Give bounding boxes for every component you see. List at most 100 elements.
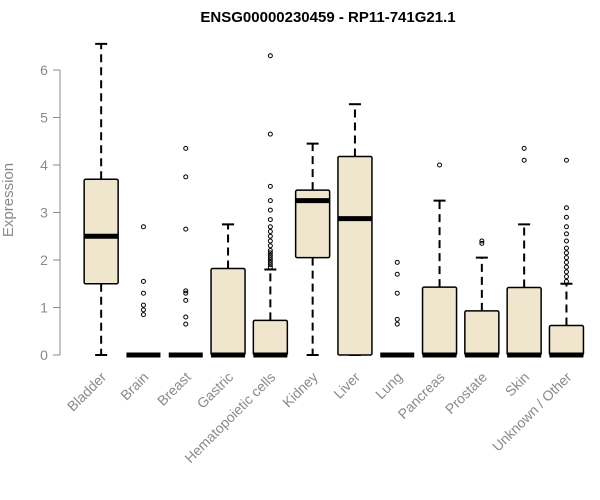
outlier-point <box>140 307 146 313</box>
outlier-point <box>183 174 189 180</box>
box-gastric <box>210 223 246 358</box>
box-liver <box>337 103 373 356</box>
y-tick-label: 3 <box>40 205 48 221</box>
y-tick-label: 1 <box>40 300 48 316</box>
box-rect <box>83 178 119 285</box>
outlier-point <box>267 198 273 204</box>
chart-title: ENSG00000230459 - RP11-741G21.1 <box>200 9 455 26</box>
outlier-point <box>563 231 569 237</box>
x-category-label: Bladder <box>64 369 110 415</box>
outlier-point <box>437 162 443 168</box>
box-rect <box>337 155 373 356</box>
outlier-point <box>183 226 189 232</box>
outlier-point <box>267 255 273 261</box>
box-unknown-other <box>548 157 585 358</box>
outlier-point <box>183 297 189 303</box>
box-rect <box>252 319 289 356</box>
outlier-point <box>394 259 400 265</box>
outlier-point <box>394 290 400 296</box>
outlier-point <box>563 205 569 211</box>
y-tick-label: 2 <box>40 252 48 268</box>
outlier-point <box>267 252 273 258</box>
outlier-point <box>267 183 273 189</box>
outlier-point <box>563 250 569 256</box>
box-kidney <box>294 142 331 356</box>
outlier-point <box>183 145 189 151</box>
x-category-label: Liver <box>330 369 363 402</box>
outlier-point <box>140 312 146 318</box>
box-rect <box>464 310 500 356</box>
y-axis: 0 1 2 3 4 5 6 <box>40 62 61 363</box>
outlier-point <box>563 264 569 270</box>
outlier-point <box>394 321 400 327</box>
outlier-point <box>140 290 146 296</box>
outlier-point <box>267 131 273 137</box>
box-skin <box>506 145 542 358</box>
outlier-point <box>394 271 400 277</box>
box-bladder <box>83 42 119 356</box>
y-tick-label: 0 <box>40 347 48 363</box>
box-hematopoietic-cells <box>252 53 289 358</box>
outlier-point <box>394 316 400 322</box>
x-category-label: Pancreas <box>395 369 448 422</box>
outlier-point <box>563 269 569 275</box>
outlier-point <box>563 238 569 244</box>
outlier-point <box>267 259 273 265</box>
outlier-point <box>479 238 485 244</box>
outlier-point <box>140 224 146 230</box>
x-category-label: Brain <box>117 369 151 403</box>
outlier-point <box>267 250 273 256</box>
outlier-point <box>521 157 527 163</box>
outlier-point <box>479 240 485 246</box>
y-tick-label: 6 <box>40 62 48 78</box>
outlier-point <box>267 217 273 223</box>
outlier-point <box>267 248 273 253</box>
boxes-group <box>83 42 585 358</box>
box-rect <box>506 286 542 356</box>
box-rect <box>421 286 458 356</box>
outlier-point <box>563 157 569 163</box>
box-rect <box>294 189 331 259</box>
box-rect <box>210 267 246 356</box>
outlier-point <box>563 278 569 284</box>
outlier-point <box>267 229 273 234</box>
y-tick-label: 4 <box>40 157 48 173</box>
outlier-point <box>563 214 569 220</box>
outlier-point <box>563 245 569 251</box>
outlier-point <box>183 314 189 320</box>
outlier-point <box>267 264 273 270</box>
outlier-point <box>267 53 273 59</box>
outlier-point <box>563 259 569 265</box>
outlier-point <box>267 224 273 230</box>
box-pancreas <box>421 162 458 358</box>
outlier-point <box>183 288 189 294</box>
outlier-point <box>267 243 273 249</box>
x-category-label: Prostate <box>442 369 490 417</box>
x-category-label: Lung <box>372 369 405 402</box>
outlier-point <box>521 145 527 151</box>
outlier-point <box>563 255 569 261</box>
outlier-point <box>140 302 146 308</box>
outlier-point <box>267 257 273 263</box>
x-category-label: Breast <box>154 369 194 409</box>
outlier-point <box>267 262 273 268</box>
box-brain <box>126 224 161 358</box>
outlier-point <box>140 278 146 284</box>
outlier-point <box>183 290 189 296</box>
x-category-label: Kidney <box>279 369 321 411</box>
outlier-point <box>183 321 189 327</box>
outlier-point <box>267 238 273 244</box>
box-breast <box>168 145 203 358</box>
box-rect <box>548 324 585 356</box>
y-tick-label: 5 <box>40 110 48 126</box>
outlier-point <box>563 224 569 230</box>
outlier-point <box>267 233 273 239</box>
outlier-point <box>563 274 569 280</box>
box-prostate <box>464 238 500 358</box>
x-category-label: Unknown / Other <box>489 369 575 455</box>
box-lung <box>380 259 415 358</box>
x-category-label: Skin <box>502 369 533 400</box>
y-axis-label: Expression <box>0 163 17 237</box>
